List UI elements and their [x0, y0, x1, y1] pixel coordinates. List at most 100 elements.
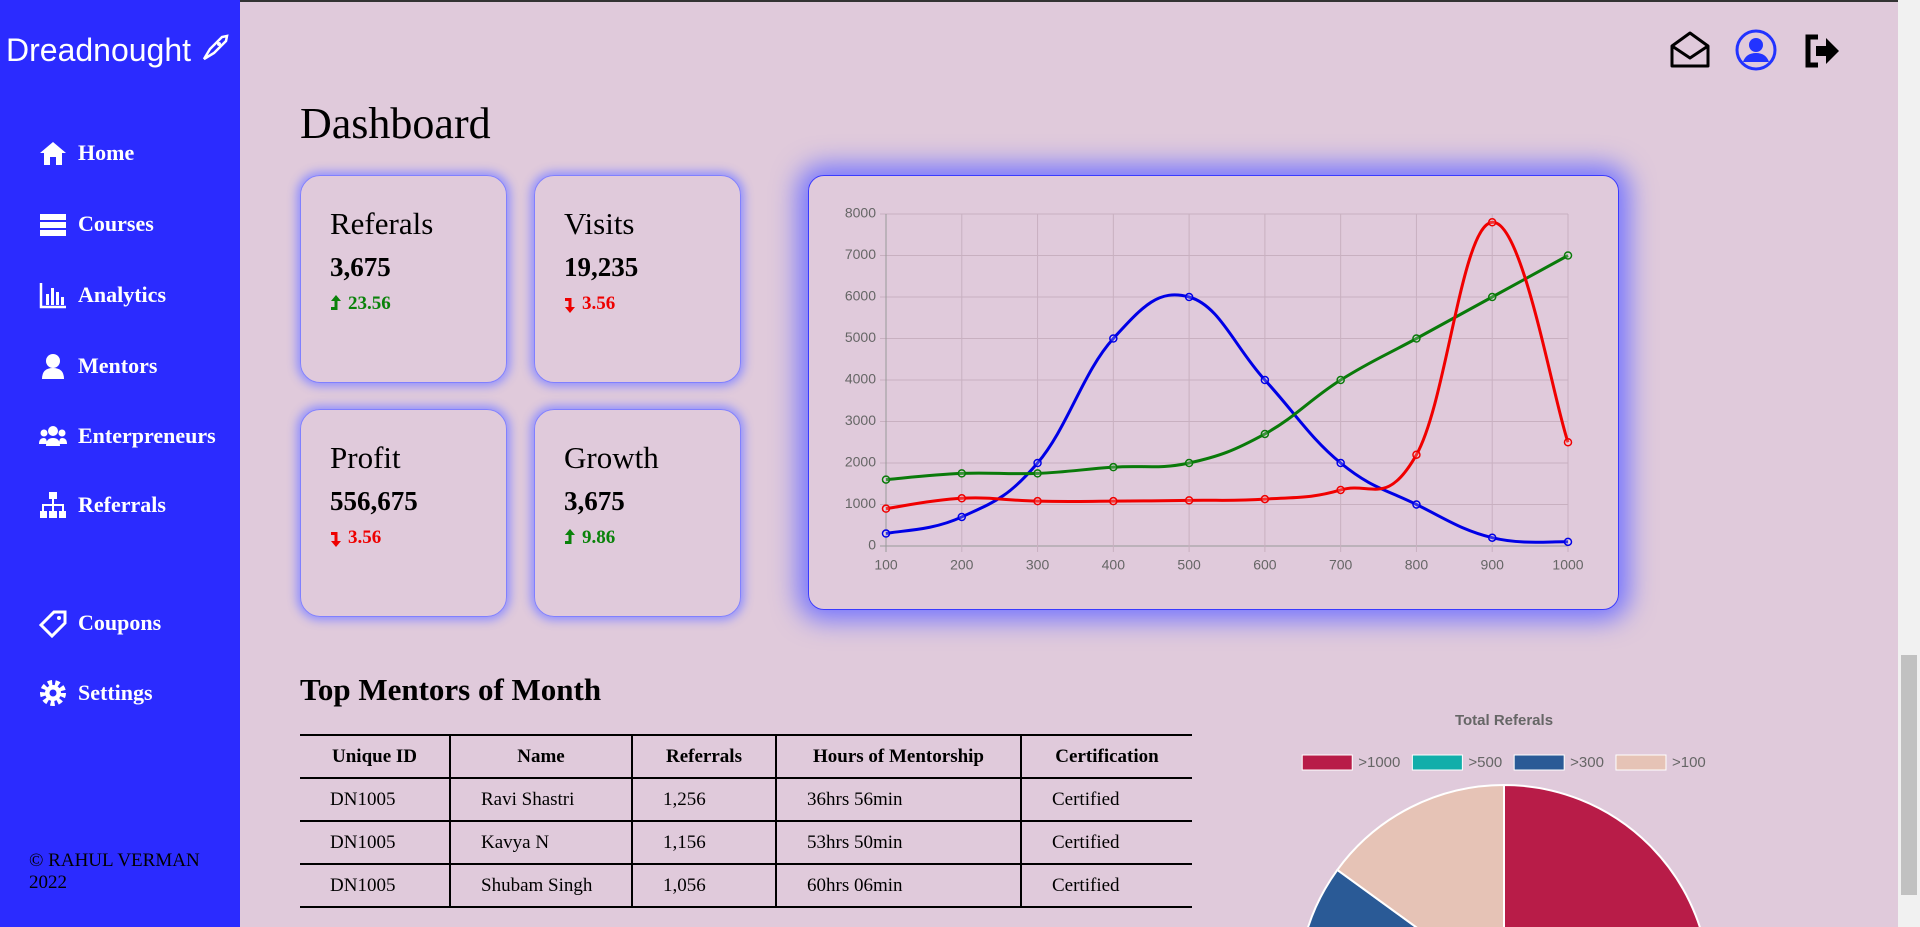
- y-tick-label: 1000: [845, 495, 876, 511]
- table-cell: 60hrs 06min: [775, 863, 1021, 908]
- data-point: [957, 512, 967, 522]
- x-tick-label: 300: [1026, 557, 1050, 573]
- table-cell: Certified: [1020, 820, 1192, 865]
- x-tick-label: 600: [1253, 557, 1277, 573]
- legend-swatch: [1411, 754, 1463, 771]
- stat-card: Visits 19,235 3.56: [534, 175, 741, 383]
- nav-label: Referrals: [78, 492, 166, 517]
- data-point: [1260, 429, 1270, 439]
- table-cell: Certified: [1020, 863, 1192, 908]
- mail-icon[interactable]: [1668, 28, 1712, 72]
- card-change: 23.56: [330, 293, 506, 315]
- card-change: 3.56: [330, 527, 506, 549]
- column-header: Referrals: [631, 734, 776, 779]
- card-change: 9.86: [564, 527, 740, 549]
- legend-label: >100: [1672, 754, 1706, 771]
- rocket-icon: [202, 34, 229, 61]
- change-value: 23.56: [348, 293, 391, 314]
- pie-title: Total Referals: [1455, 712, 1553, 729]
- y-tick-label: 0: [868, 537, 876, 553]
- change-value: 9.86: [582, 527, 616, 548]
- coupon-icon: [38, 610, 67, 638]
- logout-icon[interactable]: [1802, 31, 1842, 71]
- nav-label: Coupons: [78, 610, 162, 635]
- arrow-shape: [565, 298, 575, 313]
- home-icon: [40, 142, 66, 165]
- stat-card: Growth 3,675 9.86: [534, 409, 741, 617]
- legend: >1000 >500 >300 >100: [1301, 754, 1706, 771]
- data-point: [1412, 334, 1421, 343]
- series-line: [885, 293, 1569, 544]
- legend-swatch: [1615, 754, 1667, 771]
- nav-item[interactable]: Settings: [38, 678, 153, 708]
- data-point: [1412, 450, 1421, 459]
- data-point: [1336, 458, 1345, 468]
- data-point: [1336, 485, 1345, 495]
- gear-icon: [40, 680, 66, 706]
- scrollbar-thumb[interactable]: [1901, 655, 1917, 895]
- data-point: [1260, 375, 1270, 385]
- card-title: Referals: [330, 206, 434, 241]
- nav-item[interactable]: Courses: [38, 209, 154, 239]
- data-point: [881, 529, 891, 538]
- sidebar: Dreadnought Home Courses Analytics Mento…: [0, 0, 240, 927]
- legend-label: >500: [1468, 754, 1502, 771]
- data-point: [1109, 462, 1118, 472]
- series-line: [885, 220, 1570, 511]
- nav-item[interactable]: Analytics: [38, 280, 166, 310]
- table-cell: DN1005: [300, 863, 450, 908]
- table-cell: Kavya N: [449, 820, 632, 865]
- stat-card: Referals 3,675 23.56: [300, 175, 507, 383]
- nav-item[interactable]: Referrals: [38, 490, 166, 520]
- trend-arrow: [331, 532, 341, 547]
- pie-slice: [1503, 783, 1701, 927]
- people-icon: [39, 426, 67, 446]
- nav-label: Home: [78, 140, 135, 165]
- x-tick-label: 500: [1177, 557, 1201, 573]
- trend-arrow: [331, 295, 341, 310]
- line-chart-card: 0 1000 2000 3000 4000 5000 6000 7000 8000 100 200 3…: [808, 175, 1619, 610]
- data-point: [1563, 438, 1573, 447]
- nav-item[interactable]: Home: [38, 138, 134, 168]
- card-value: 19,235: [564, 252, 639, 282]
- table-cell: Shubam Singh: [449, 863, 632, 908]
- arrow-shape: [331, 295, 341, 310]
- change-value: 3.56: [348, 527, 382, 548]
- data-point: [1033, 469, 1042, 478]
- legend-swatch: [1301, 754, 1353, 771]
- series-line: [885, 254, 1569, 482]
- table-row: DN1005 Kavya N 1,156 53hrs 50min Certified: [300, 820, 1192, 865]
- card-value: 3,675: [564, 486, 625, 516]
- data-point: [1260, 494, 1270, 504]
- card-title: Profit: [330, 440, 401, 475]
- card-title: Growth: [564, 440, 659, 475]
- nav-label: Settings: [78, 680, 153, 705]
- x-tick-label: 100: [874, 557, 898, 573]
- brand[interactable]: Dreadnought: [6, 32, 230, 69]
- nav-item[interactable]: Coupons: [38, 608, 161, 638]
- legend-swatch: [1513, 754, 1565, 771]
- trend-arrow: [565, 529, 575, 544]
- data-point: [957, 469, 967, 478]
- nav-label: Enterpreneurs: [78, 423, 216, 448]
- analytics-icon: [39, 283, 66, 309]
- line-chart: 0 1000 2000 3000 4000 5000 6000 7000 8000 100 200 3…: [845, 205, 1584, 573]
- table-cell: DN1005: [300, 820, 450, 865]
- x-tick-label: 900: [1481, 557, 1505, 573]
- legend-label: >1000: [1358, 754, 1400, 771]
- brand-text: Dreadnought: [6, 32, 192, 68]
- page-title: Dashboard: [300, 99, 491, 148]
- nav-item[interactable]: Mentors: [38, 351, 157, 381]
- profile-icon[interactable]: [1734, 28, 1778, 72]
- column-header: Unique ID: [300, 734, 450, 779]
- table-cell: Certified: [1020, 777, 1192, 822]
- nav-label: Analytics: [78, 282, 166, 307]
- mentors-table: Unique ID Name Referrals Hours of Mentorshi…: [300, 734, 1192, 908]
- table-title: Top Mentors of Month: [300, 672, 602, 707]
- x-tick-label: 800: [1405, 557, 1429, 573]
- table-cell: 53hrs 50min: [775, 820, 1021, 865]
- y-tick-label: 5000: [845, 329, 876, 345]
- nav-item[interactable]: Enterpreneurs: [38, 421, 216, 451]
- y-tick-label: 8000: [845, 205, 876, 221]
